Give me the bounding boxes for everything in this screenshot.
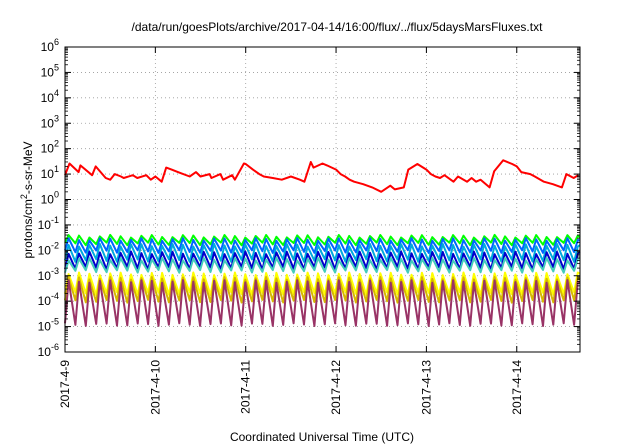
x-tick-label: 2017-4-13 [419,360,433,415]
y-tick-label: 106 [41,37,59,54]
y-tick-label: 105 [41,62,59,79]
y-tick-label: 10-5 [38,317,59,334]
y-tick-label: 10-4 [38,291,59,308]
chart-title: /data/run/goesPlots/archive/2017-04-14/1… [132,20,544,34]
series-line-5 [64,250,581,271]
x-tick-label: 2017-4-9 [58,360,72,408]
series-line-4 [64,242,581,263]
x-axis-label: Coordinated Universal Time (UTC) [230,430,414,444]
series-line-2 [64,233,581,247]
x-tick-label: 2017-4-11 [239,360,253,414]
series-line-9 [64,279,581,327]
y-axis: 10-6 10-5 10-4 10-3 10-2 10-1 100 101 102 103 104 1… [38,37,580,359]
y-tick-label: 10-1 [38,215,59,232]
y-axis-label-part: -s-sr-MeV [21,141,35,194]
series-layer [64,159,581,327]
y-tick-label: 10-3 [38,266,59,283]
x-tick-label: 2017-4-12 [329,360,343,415]
y-tick-label: 103 [41,113,59,130]
y-tick-label: 10-6 [38,342,59,359]
y-axis-label-part: protons/cm [21,199,35,258]
series-line-6 [64,256,581,274]
y-axis-label: protons/cm2-s-sr-MeV [19,141,35,258]
x-axis: 2017-4-9 2017-4-10 2017-4-11 2017-4-12 2017-… [58,47,524,415]
y-axis-label-sup: 2 [19,194,29,199]
x-tick-label: 2017-4-14 [510,360,524,415]
x-tick-label: 2017-4-10 [148,360,162,415]
series-line-3 [64,237,581,254]
grid [65,47,580,352]
y-tick-label: 100 [41,190,59,207]
y-tick-label: 101 [41,164,59,181]
y-tick-label: 10-2 [38,240,59,257]
y-tick-label: 102 [41,139,59,156]
y-tick-label: 104 [41,88,59,105]
series-line-1 [64,159,579,193]
